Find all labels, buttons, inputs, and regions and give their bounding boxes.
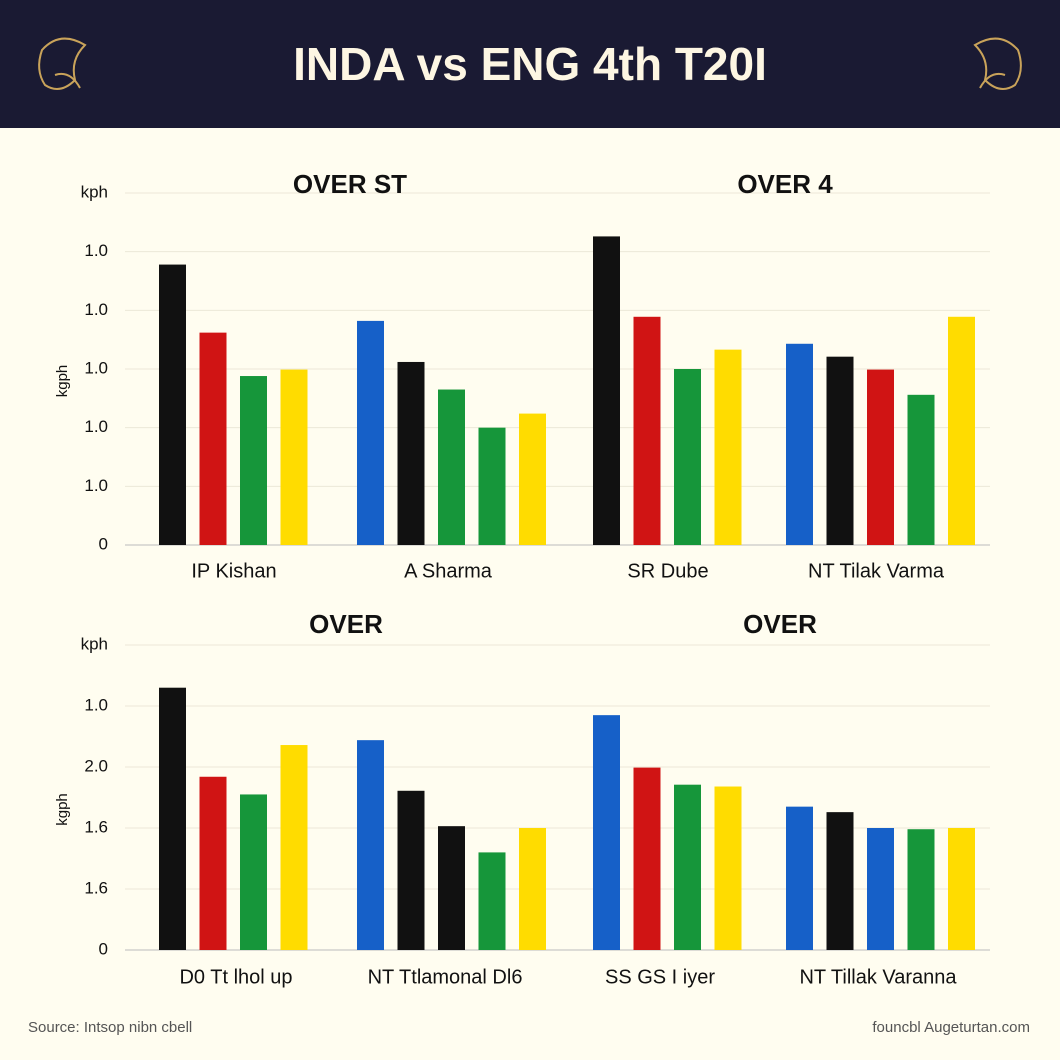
bar	[633, 767, 661, 950]
bar	[519, 413, 546, 545]
y-tick-label: 1.0	[84, 695, 108, 714]
footer-credit: founcbl Augeturtan.com	[872, 1019, 1030, 1036]
bar	[948, 828, 975, 950]
y-tick-label: 0	[99, 939, 108, 958]
bar	[786, 343, 813, 545]
y-unit: kph	[81, 634, 108, 653]
y-tick-label: 1.0	[84, 358, 108, 377]
y-axis-label: kgph	[54, 365, 71, 398]
bar	[867, 369, 894, 545]
bar	[714, 349, 742, 545]
header-title: INDA vs ENG 4th T20I	[293, 38, 767, 90]
y-tick-label: 1.6	[84, 817, 108, 836]
chart-title: OVER	[309, 609, 383, 639]
group-label: D0 Tt lhol up	[179, 966, 292, 988]
bar	[674, 369, 701, 545]
bar	[633, 316, 661, 545]
bar	[280, 745, 308, 950]
bar	[519, 828, 546, 950]
group-label: NT Tillak Varanna	[799, 966, 957, 988]
chart-title: OVER	[743, 609, 817, 639]
group-label: NT Ttlamonal Dl6	[368, 966, 523, 988]
bar	[438, 826, 465, 950]
footer-source: Source: Intsop nibn cbell	[28, 1019, 192, 1036]
bar	[357, 320, 384, 545]
bar	[397, 361, 425, 545]
bar	[478, 427, 506, 545]
bar	[907, 394, 935, 545]
bar	[280, 369, 308, 545]
y-tick-label: 2.0	[84, 756, 108, 775]
group-label: SS GS I iyer	[605, 966, 715, 988]
group-label: IP Kishan	[191, 560, 276, 582]
bar	[397, 790, 425, 950]
group-label: NT Tilak Varma	[808, 560, 945, 582]
bar	[826, 812, 854, 950]
bar	[438, 389, 465, 545]
y-tick-label: 1.6	[84, 878, 108, 897]
bar	[593, 715, 620, 950]
y-tick-label: 1.0	[84, 241, 108, 260]
bar	[159, 687, 186, 950]
bar	[948, 316, 975, 545]
bar	[593, 236, 620, 545]
y-unit: kph	[81, 182, 108, 201]
bar	[867, 828, 894, 950]
header-logo-left	[38, 37, 87, 90]
bar	[357, 740, 384, 950]
header-logo-right	[973, 37, 1022, 90]
bar	[786, 806, 813, 950]
group-label: A Sharma	[404, 560, 493, 582]
bar	[159, 264, 186, 545]
bar	[199, 776, 227, 950]
chart-title: OVER 4	[737, 169, 833, 199]
bar	[478, 852, 506, 950]
y-axis-label: kgph	[54, 793, 71, 826]
y-tick-label: 1.0	[84, 300, 108, 319]
bar	[199, 332, 227, 545]
y-tick-label: 0	[99, 534, 108, 553]
chart-title: OVER ST	[293, 169, 407, 199]
bar	[240, 794, 267, 950]
bar	[240, 376, 267, 545]
group-label: SR Dube	[627, 560, 708, 582]
bar	[674, 784, 701, 950]
bar	[907, 829, 935, 950]
bar	[714, 786, 742, 950]
y-tick-label: 1.0	[84, 476, 108, 495]
header-bar	[0, 0, 1060, 128]
y-tick-label: 1.0	[84, 417, 108, 436]
bar	[826, 356, 854, 545]
